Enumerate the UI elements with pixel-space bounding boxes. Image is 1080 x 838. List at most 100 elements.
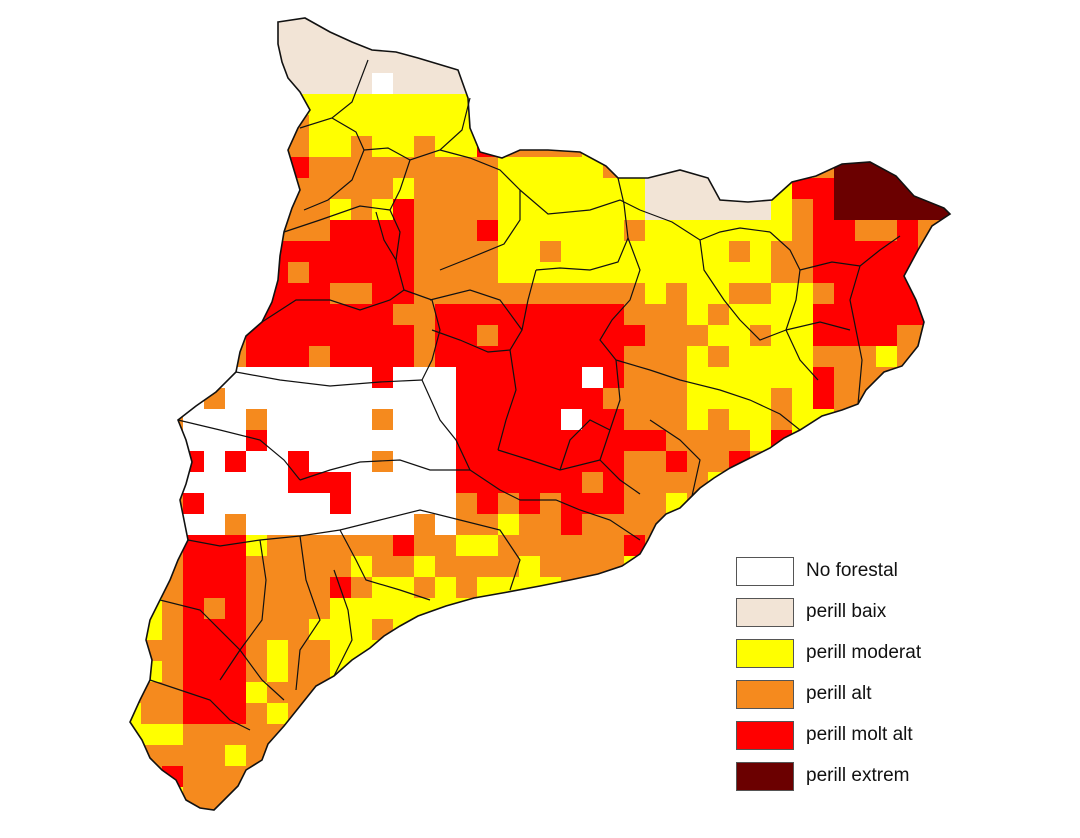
risk-cell-moderat	[729, 409, 751, 431]
risk-cell-moderat	[792, 157, 814, 179]
risk-cell-moderat	[729, 367, 751, 389]
risk-cell-alt	[204, 598, 226, 620]
risk-cell-extrem	[876, 94, 898, 116]
risk-cell-molt-alt	[204, 157, 226, 179]
risk-cell-no-forestal	[435, 493, 457, 515]
risk-cell-moderat	[414, 115, 436, 137]
risk-cell-moderat	[540, 682, 562, 704]
risk-cell-no-forestal	[267, 451, 289, 473]
risk-cell-alt	[666, 325, 688, 347]
risk-cell-alt	[130, 409, 142, 431]
risk-cell-molt-alt	[498, 388, 520, 410]
risk-cell-alt	[897, 325, 919, 347]
risk-cell-alt	[309, 220, 331, 242]
risk-cell-alt	[141, 535, 163, 557]
risk-cell-alt	[288, 136, 310, 158]
risk-cell-moderat	[582, 157, 604, 179]
risk-cell-extrem	[918, 18, 940, 32]
legend-swatch-perill-moderat	[736, 639, 794, 668]
risk-cell-molt-alt	[813, 367, 835, 389]
risk-cell-alt	[456, 178, 478, 200]
risk-cell-baix	[372, 52, 394, 74]
risk-cell-molt-alt	[813, 304, 835, 326]
risk-cell-alt	[204, 745, 226, 767]
risk-cell-alt	[666, 31, 688, 53]
risk-cell-alt	[183, 262, 205, 284]
risk-cell-moderat	[708, 220, 730, 242]
risk-cell-moderat	[729, 388, 751, 410]
risk-cell-extrem	[939, 52, 950, 74]
risk-cell-moderat	[939, 430, 950, 452]
risk-cell-moderat	[130, 451, 142, 473]
risk-cell-baix	[393, 73, 415, 95]
risk-cell-moderat	[645, 787, 667, 809]
risk-cell-moderat	[498, 787, 520, 809]
risk-cell-moderat	[897, 451, 919, 473]
risk-cell-moderat	[708, 514, 730, 536]
risk-cell-no-forestal	[435, 409, 457, 431]
risk-cell-baix	[666, 178, 688, 200]
risk-cell-molt-alt	[204, 556, 226, 578]
risk-cell-molt-alt	[183, 304, 205, 326]
risk-cell-molt-alt	[540, 304, 562, 326]
risk-cell-moderat	[771, 304, 793, 326]
risk-cell-moderat	[130, 640, 142, 662]
risk-cell-alt	[855, 220, 877, 242]
risk-cell-alt	[666, 514, 688, 536]
risk-cell-moderat	[792, 325, 814, 347]
risk-cell-moderat	[540, 262, 562, 284]
risk-cell-moderat	[130, 577, 142, 599]
risk-cell-alt	[603, 535, 625, 557]
risk-cell-moderat	[456, 682, 478, 704]
risk-cell-alt	[351, 577, 373, 599]
risk-cell-moderat	[666, 598, 688, 620]
risk-cell-moderat	[939, 472, 950, 494]
risk-cell-moderat	[750, 262, 772, 284]
risk-cell-molt-alt	[130, 514, 142, 536]
risk-cell-alt	[288, 556, 310, 578]
risk-cell-alt	[708, 73, 730, 95]
risk-cell-moderat	[435, 766, 457, 788]
risk-cell-alt	[582, 682, 604, 704]
risk-cell-moderat	[645, 241, 667, 263]
risk-cell-no-forestal	[435, 367, 457, 389]
risk-cell-molt-alt	[246, 220, 268, 242]
comarca-border	[403, 289, 441, 381]
risk-cell-moderat	[624, 94, 646, 116]
risk-cell-alt	[309, 724, 331, 746]
risk-cell-alt	[351, 283, 373, 305]
risk-cell-baix	[729, 157, 751, 179]
risk-cell-moderat	[855, 808, 877, 810]
risk-cell-moderat	[645, 598, 667, 620]
risk-cell-alt	[561, 73, 583, 95]
risk-cell-molt-alt	[330, 262, 352, 284]
risk-cell-molt-alt	[309, 325, 331, 347]
risk-cell-alt	[729, 52, 751, 74]
risk-cell-extrem	[918, 178, 940, 200]
risk-cell-moderat	[897, 430, 919, 452]
risk-cell-moderat	[561, 262, 583, 284]
risk-cell-alt	[666, 346, 688, 368]
risk-cell-moderat	[876, 409, 898, 431]
risk-cell-moderat	[645, 661, 667, 683]
risk-cell-alt	[183, 808, 205, 810]
risk-cell-alt	[246, 556, 268, 578]
risk-cell-alt	[246, 703, 268, 725]
risk-cell-molt-alt	[372, 241, 394, 263]
risk-cell-baix	[183, 31, 205, 53]
risk-cell-extrem	[855, 157, 877, 179]
risk-cell-no-forestal	[393, 367, 415, 389]
risk-cell-alt	[561, 808, 583, 810]
risk-cell-baix	[708, 157, 730, 179]
risk-cell-alt	[582, 535, 604, 557]
risk-cell-alt	[603, 598, 625, 620]
risk-cell-alt	[309, 640, 331, 662]
risk-cell-no-forestal	[351, 409, 373, 431]
risk-cell-alt	[771, 262, 793, 284]
risk-cell-moderat	[855, 409, 877, 431]
risk-cell-molt-alt	[813, 199, 835, 221]
risk-cell-baix	[393, 18, 415, 32]
risk-cell-molt-alt	[519, 304, 541, 326]
risk-cell-moderat	[141, 94, 163, 116]
risk-cell-alt	[939, 493, 950, 515]
